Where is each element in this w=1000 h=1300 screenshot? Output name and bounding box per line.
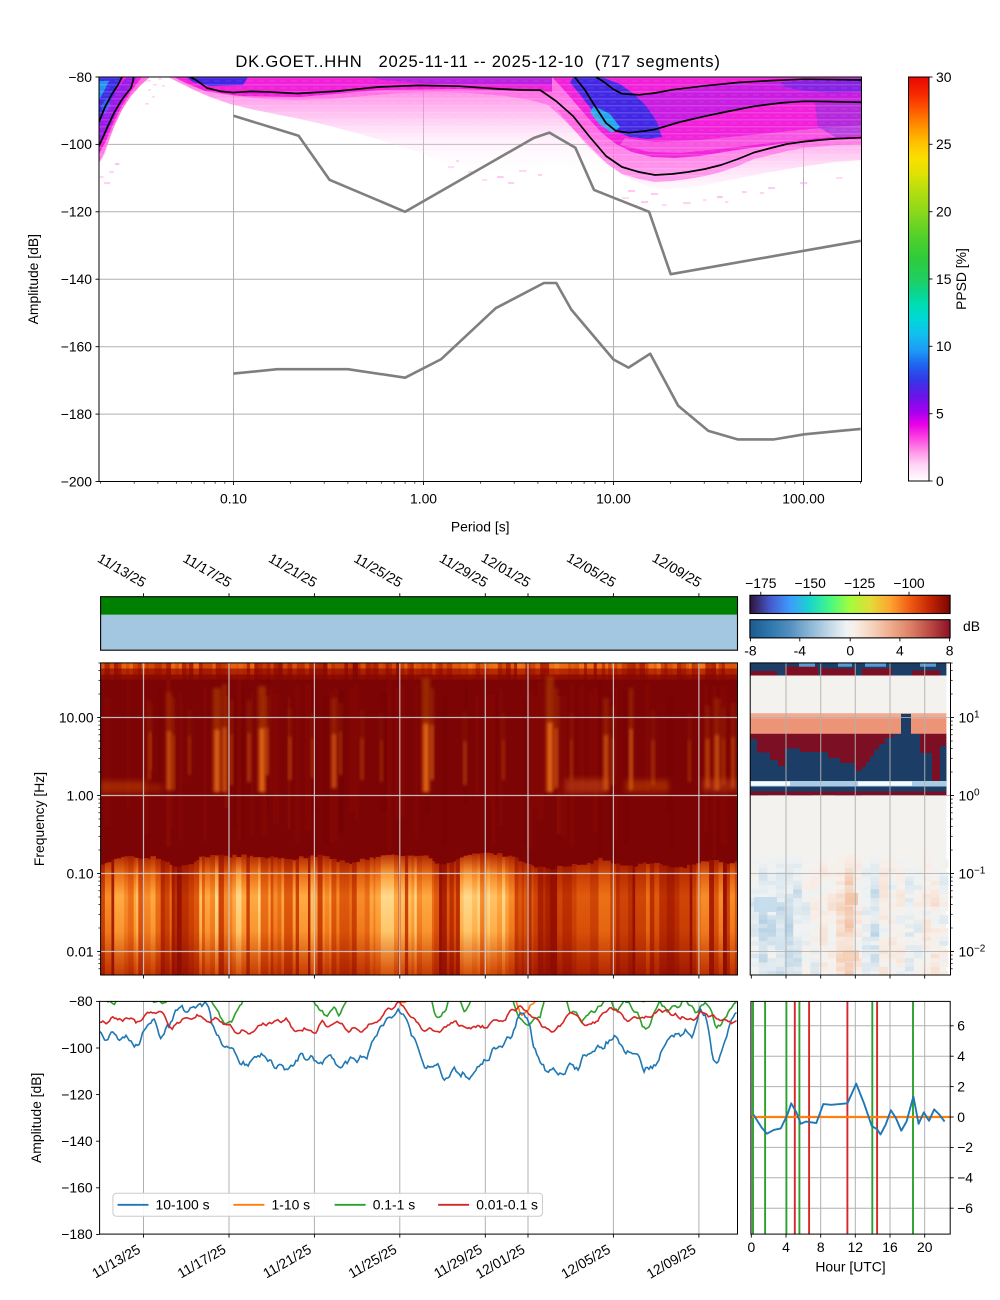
svg-text:0: 0 [846,642,854,658]
svg-text:4: 4 [782,1239,790,1255]
svg-text:DK.GOET..HHN 2025-11-11 -- 2: DK.GOET..HHN 2025-11-11 -- 2025-12-10 (7… [235,52,720,71]
svg-text:−125: −125 [844,575,876,591]
svg-text:16: 16 [882,1239,898,1255]
svg-text:20: 20 [936,204,952,220]
svg-text:−200: −200 [61,473,93,489]
svg-text:15: 15 [936,271,952,287]
svg-text:Amplitude [dB]: Amplitude [dB] [28,1073,44,1163]
svg-text:1.00: 1.00 [67,787,94,803]
svg-text:dB: dB [963,618,980,634]
svg-text:−100: −100 [61,1040,93,1056]
svg-text:−120: −120 [61,204,93,220]
svg-text:8: 8 [817,1239,825,1255]
svg-text:20: 20 [917,1239,933,1255]
svg-text:−80: −80 [68,69,92,85]
svg-text:−180: −180 [61,406,93,422]
svg-text:1.00: 1.00 [410,491,437,507]
svg-text:0.10: 0.10 [220,491,247,507]
svg-text:0: 0 [747,1239,755,1255]
svg-text:Amplitude [dB]: Amplitude [dB] [25,234,41,324]
svg-text:PPSD [%]: PPSD [%] [953,248,969,310]
svg-text:−175: −175 [745,575,777,591]
svg-text:−2: −2 [957,1139,973,1155]
svg-text:4: 4 [957,1048,965,1064]
svg-text:−160: −160 [61,339,93,355]
svg-text:−140: −140 [61,271,93,287]
svg-text:Frequency [Hz]: Frequency [Hz] [31,772,47,866]
svg-text:Period [s]: Period [s] [451,519,510,535]
svg-text:−80: −80 [69,993,93,1009]
svg-text:30: 30 [936,69,952,85]
svg-text:2: 2 [957,1078,965,1094]
svg-text:10.00: 10.00 [59,709,94,725]
svg-text:−100: −100 [893,575,925,591]
svg-text:10: 10 [936,338,952,354]
svg-text:−120: −120 [61,1086,93,1102]
svg-text:0: 0 [936,473,944,489]
svg-text:25: 25 [936,136,952,152]
svg-text:4: 4 [896,642,904,658]
svg-text:6: 6 [957,1018,965,1034]
svg-text:12: 12 [848,1239,864,1255]
svg-text:0.10: 0.10 [67,865,94,881]
svg-text:-8: -8 [744,642,757,658]
svg-text:−140: −140 [61,1133,93,1149]
svg-text:8: 8 [946,642,954,658]
svg-text:0.1-1 s: 0.1-1 s [373,1196,416,1212]
svg-text:−6: −6 [957,1200,973,1216]
svg-text:-4: -4 [794,642,807,658]
svg-text:−180: −180 [61,1226,93,1242]
svg-text:1-10 s: 1-10 s [272,1196,311,1212]
svg-text:−4: −4 [957,1170,973,1186]
svg-text:−100: −100 [61,136,93,152]
svg-text:10.00: 10.00 [596,491,631,507]
svg-text:−150: −150 [795,575,827,591]
svg-text:5: 5 [936,406,944,422]
svg-text:0: 0 [957,1109,965,1125]
svg-text:−160: −160 [61,1180,93,1196]
svg-text:100.00: 100.00 [782,491,825,507]
svg-text:0.01-0.1 s: 0.01-0.1 s [476,1196,538,1212]
svg-text:10-100 s: 10-100 s [156,1196,210,1212]
svg-text:0.01: 0.01 [67,943,94,959]
svg-text:Hour [UTC]: Hour [UTC] [815,1259,885,1275]
